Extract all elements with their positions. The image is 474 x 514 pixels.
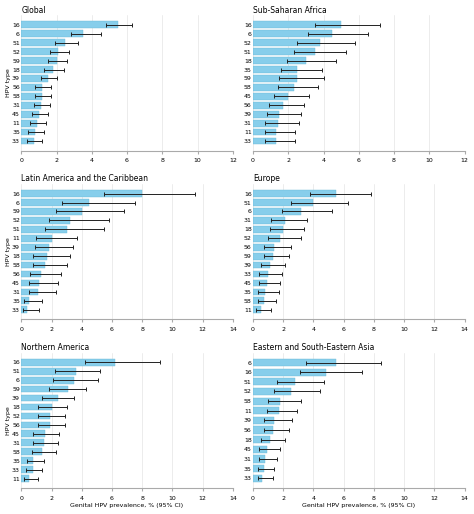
Text: Europe: Europe xyxy=(253,174,280,183)
Bar xyxy=(253,30,332,37)
Bar xyxy=(21,298,29,304)
Bar xyxy=(21,421,50,428)
Bar xyxy=(21,22,118,28)
Bar xyxy=(253,446,267,453)
Bar xyxy=(21,48,58,55)
Bar xyxy=(253,474,262,482)
Bar xyxy=(21,377,74,383)
Text: Sub-Saharan Africa: Sub-Saharan Africa xyxy=(253,6,327,14)
X-axis label: Genital HPV prevalence, % (95% CI): Genital HPV prevalence, % (95% CI) xyxy=(302,503,415,508)
Bar xyxy=(21,253,47,260)
Bar xyxy=(253,102,283,108)
Bar xyxy=(253,407,279,414)
Bar xyxy=(253,280,267,286)
Bar xyxy=(253,235,280,242)
Bar xyxy=(253,417,274,424)
Bar xyxy=(253,93,288,100)
Bar xyxy=(21,102,41,108)
Bar xyxy=(21,386,68,393)
Bar xyxy=(21,190,142,197)
Bar xyxy=(21,475,29,482)
X-axis label: Genital HPV prevalence, % (95% CI): Genital HPV prevalence, % (95% CI) xyxy=(71,503,183,508)
Bar xyxy=(253,48,315,55)
Bar xyxy=(253,120,278,126)
Bar xyxy=(253,436,270,443)
Bar xyxy=(253,57,306,64)
Bar xyxy=(253,359,336,366)
Bar xyxy=(253,388,291,395)
Bar xyxy=(21,306,27,313)
Bar xyxy=(21,208,82,215)
Bar xyxy=(21,57,56,64)
Bar xyxy=(253,271,268,278)
Bar xyxy=(21,66,53,73)
Bar xyxy=(21,439,44,446)
Bar xyxy=(21,128,36,136)
Bar xyxy=(21,40,65,46)
Bar xyxy=(253,40,320,46)
Bar xyxy=(21,280,39,286)
Bar xyxy=(21,75,48,82)
Y-axis label: HPV type: HPV type xyxy=(6,237,10,266)
Bar xyxy=(253,288,265,295)
Bar xyxy=(253,378,295,386)
Bar xyxy=(21,466,33,473)
Bar xyxy=(253,75,297,82)
Bar xyxy=(253,138,276,144)
Bar xyxy=(21,431,46,437)
Bar xyxy=(21,359,115,365)
Bar xyxy=(253,455,265,463)
Bar xyxy=(21,288,38,295)
Bar xyxy=(253,253,273,260)
Y-axis label: HPV type: HPV type xyxy=(6,68,10,97)
Bar xyxy=(253,244,274,250)
Y-axis label: HPV type: HPV type xyxy=(6,406,10,435)
Bar xyxy=(253,190,336,197)
Bar xyxy=(21,448,43,455)
Bar xyxy=(253,84,293,91)
Bar xyxy=(253,217,285,224)
Text: Eastern and South-Eastern Asia: Eastern and South-Eastern Asia xyxy=(253,343,374,352)
Bar xyxy=(253,397,280,405)
Bar xyxy=(21,395,57,401)
Bar xyxy=(21,271,41,278)
Bar xyxy=(253,128,276,136)
Bar xyxy=(21,262,46,268)
Bar xyxy=(253,298,264,304)
Bar xyxy=(253,22,341,28)
Bar xyxy=(21,413,50,419)
Text: Northern America: Northern America xyxy=(21,343,90,352)
Bar xyxy=(253,465,264,472)
Bar xyxy=(21,368,76,375)
Bar xyxy=(253,208,301,215)
Bar xyxy=(21,226,67,233)
Bar xyxy=(253,306,261,313)
Bar xyxy=(21,244,48,250)
Bar xyxy=(253,427,273,434)
Bar xyxy=(21,84,43,91)
Bar xyxy=(21,457,33,464)
Bar xyxy=(21,30,83,37)
Bar xyxy=(21,111,39,118)
Bar xyxy=(253,262,270,268)
Bar xyxy=(21,120,37,126)
Bar xyxy=(21,138,34,144)
Bar xyxy=(21,217,70,224)
Bar xyxy=(253,199,313,206)
Bar xyxy=(253,369,326,376)
Bar xyxy=(253,226,283,233)
Text: Latin America and the Caribbean: Latin America and the Caribbean xyxy=(21,174,148,183)
Bar xyxy=(21,403,52,410)
Bar xyxy=(253,111,280,118)
Bar xyxy=(253,66,297,73)
Bar xyxy=(21,235,52,242)
Text: Global: Global xyxy=(21,6,46,14)
Bar xyxy=(21,199,89,206)
Bar xyxy=(21,93,43,100)
